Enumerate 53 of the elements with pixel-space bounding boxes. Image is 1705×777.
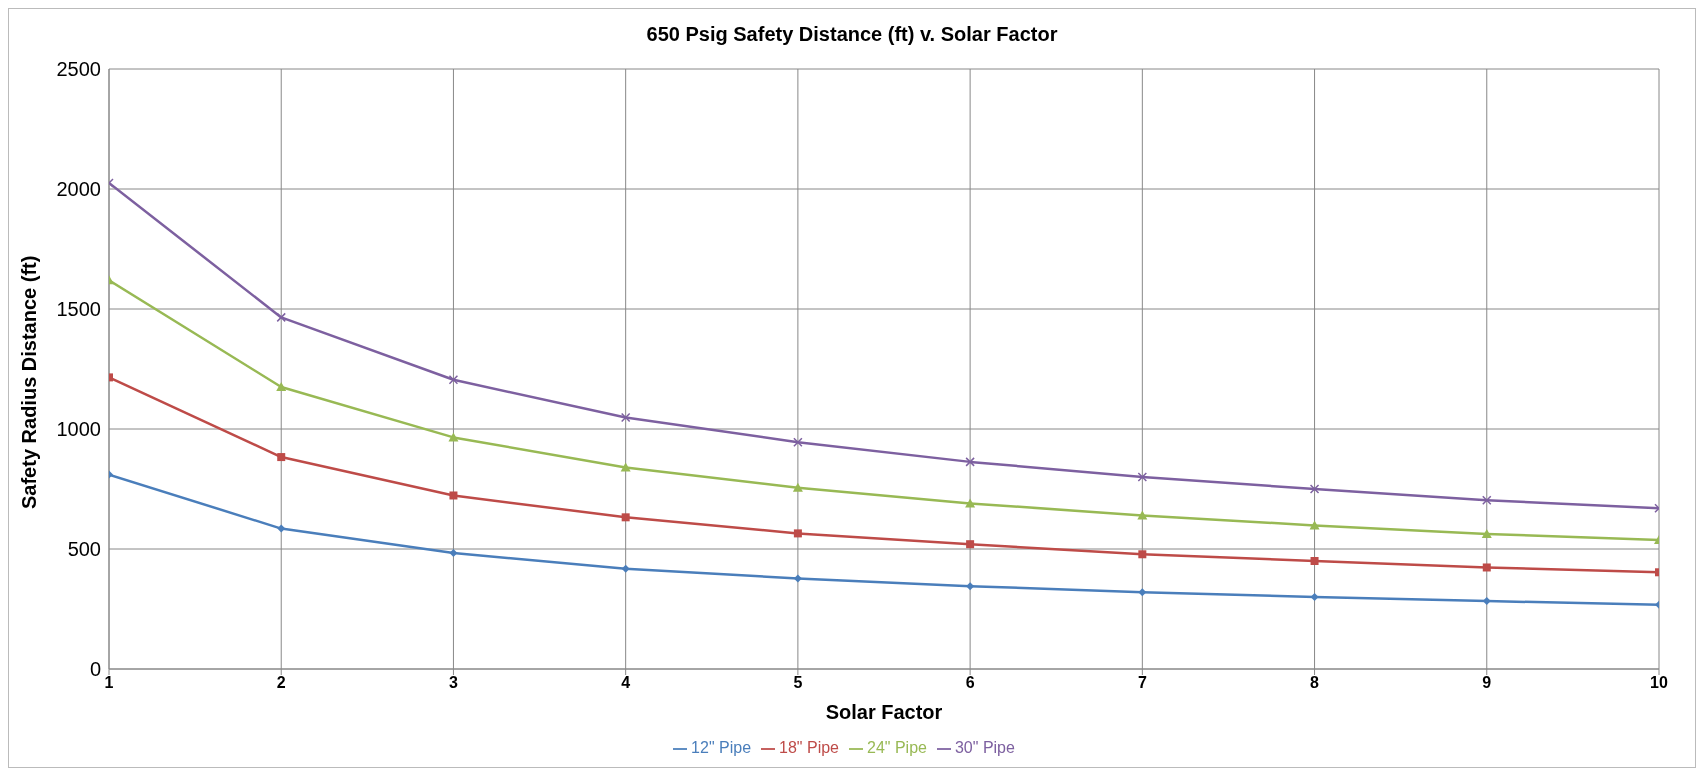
x-tick-label: 4 xyxy=(621,674,631,692)
y-tick-label: 1000 xyxy=(56,418,101,441)
point xyxy=(792,482,803,492)
x-tick-label: 10 xyxy=(1650,674,1668,692)
point xyxy=(621,513,630,522)
point xyxy=(448,375,459,385)
x-tick-label: 9 xyxy=(1482,674,1492,692)
point xyxy=(1137,510,1148,520)
point xyxy=(1310,557,1319,565)
x-tick-label: 8 xyxy=(1310,674,1320,692)
point xyxy=(1138,588,1147,597)
point xyxy=(277,453,286,462)
y-tick-label: 1500 xyxy=(56,298,101,321)
point xyxy=(1482,563,1491,572)
point xyxy=(793,574,802,583)
point xyxy=(1481,528,1492,538)
legend-label: 30" Pipe xyxy=(954,739,1015,756)
point xyxy=(277,524,286,533)
y-tick-label: 2500 xyxy=(56,58,101,81)
point xyxy=(1137,472,1148,482)
point xyxy=(276,382,287,391)
point xyxy=(620,412,631,423)
point xyxy=(793,529,802,538)
point xyxy=(620,462,631,472)
y-tick-label: 500 xyxy=(67,538,101,561)
point xyxy=(965,457,975,467)
x-axis-title: Solar Factor xyxy=(825,701,943,723)
x-tick-label: 1 xyxy=(104,674,114,692)
point xyxy=(1482,495,1492,506)
y-tick-label: 2000 xyxy=(56,178,101,201)
point xyxy=(966,540,975,549)
point xyxy=(793,437,803,447)
legend-label: 12" Pipe xyxy=(691,739,752,756)
x-tick-label: 7 xyxy=(1137,674,1147,692)
point xyxy=(1310,593,1319,601)
x-tick-label: 3 xyxy=(448,674,458,692)
point xyxy=(449,491,458,500)
point xyxy=(448,432,459,442)
y-tick-label: 0 xyxy=(89,658,101,681)
point xyxy=(449,549,458,558)
chart-title: 650 Psig Safety Distance (ft) v. Solar Factor xyxy=(645,22,1059,47)
point xyxy=(276,312,286,323)
point xyxy=(1309,484,1320,494)
x-tick-label: 2 xyxy=(276,674,286,692)
x-tick-label: 5 xyxy=(793,674,803,692)
point xyxy=(1138,550,1147,559)
point xyxy=(966,582,975,591)
point xyxy=(621,564,630,573)
point xyxy=(965,498,976,508)
y-axis-title: Safety Radius Distance (ft) xyxy=(18,255,41,509)
legend-label: 24" Pipe xyxy=(867,739,927,756)
legend-label: 18" Pipe xyxy=(779,739,839,756)
x-tick-label: 6 xyxy=(965,674,975,692)
